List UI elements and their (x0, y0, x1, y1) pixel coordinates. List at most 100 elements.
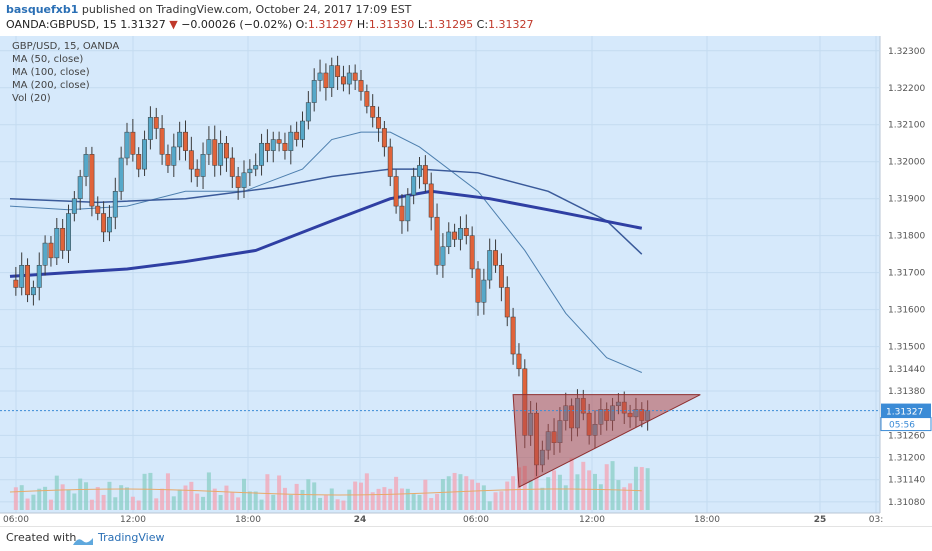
y-tick-label: 1.31440 (888, 365, 925, 375)
price-chart[interactable]: 1.32300 1.32200 1.32100 1.32000 1.31900 1.318… (0, 36, 932, 525)
candle-body (259, 142, 265, 166)
candle-body (165, 154, 171, 166)
volume-bar (288, 494, 293, 510)
price-change: −0.00026 (−0.02%) (181, 18, 293, 31)
indicator-legend: GBP/USD, 15, OANDA MA (50, close) MA (10… (12, 40, 119, 105)
legend-ma200[interactable]: MA (200, close) (12, 80, 90, 91)
volume-bar (107, 481, 112, 510)
candle-body (71, 198, 77, 214)
volume-bar (78, 478, 83, 510)
candle-body (118, 157, 124, 192)
y-tick-label: 1.32300 (888, 47, 925, 57)
y-tick-label: 1.31080 (888, 498, 925, 508)
volume-bar (136, 500, 141, 510)
volume-bar (101, 494, 106, 510)
y-tick-label: 1.31140 (888, 476, 925, 486)
candle-body (276, 139, 282, 144)
candle-body (294, 131, 300, 140)
volume-bar (25, 498, 30, 510)
candle-body (124, 131, 130, 159)
candle-body (112, 191, 118, 218)
volume-bar (48, 499, 53, 510)
legend-volume[interactable]: Vol (20) (12, 93, 51, 104)
legend-series[interactable]: GBP/USD, 15, OANDA (12, 41, 120, 52)
volume-bar (359, 482, 363, 510)
countdown-label: 05:56 (889, 421, 915, 431)
volume-bar (125, 487, 129, 510)
legend-ma100[interactable]: MA (100, close) (12, 67, 90, 78)
volume-bar (394, 476, 399, 510)
x-tick-label: 18:00 (694, 515, 720, 524)
volume-bar (271, 494, 276, 510)
candle-body (48, 242, 54, 259)
candle-body (282, 142, 288, 151)
tradingview-brand-link[interactable]: TradingView (98, 531, 165, 544)
y-tick-label: 1.31900 (888, 195, 925, 205)
volume-bar (247, 491, 252, 510)
volume-bar (598, 484, 603, 510)
legend-ma50[interactable]: MA (50, close) (12, 54, 84, 65)
high-label: H: (356, 18, 369, 31)
candle-body (475, 268, 481, 303)
candle-body (188, 150, 194, 170)
candle-body (136, 154, 142, 170)
candle-body (463, 228, 469, 236)
volume-bar (370, 492, 375, 510)
ma50-line (9, 131, 642, 373)
y-tick-label: 1.31380 (888, 387, 925, 397)
footer: Created with TradingView (0, 526, 932, 551)
candle-body (13, 279, 19, 288)
y-tick-label: 1.32200 (888, 84, 925, 94)
volume-bar (633, 466, 638, 510)
username-link[interactable]: basquefxb1 (6, 3, 79, 16)
candle-body (329, 65, 335, 89)
volume-bar (616, 480, 621, 510)
volume-bar (230, 492, 235, 510)
last-price: 1.31327 (120, 18, 166, 31)
volume-bar (259, 499, 264, 510)
publish-line: basquefxb1 published on TradingView.com,… (6, 3, 411, 16)
candle-body (440, 246, 446, 266)
candle-body (364, 91, 370, 107)
candle-body (305, 102, 311, 122)
candle-body (411, 176, 417, 196)
candle-body (19, 265, 25, 288)
candle-body (393, 176, 399, 207)
chart-area[interactable]: 1.32300 1.32200 1.32100 1.32000 1.31900 1.318… (0, 36, 932, 525)
tradingview-logo-icon[interactable] (72, 532, 94, 551)
y-tick-label: 1.31200 (888, 454, 925, 464)
volume-bar (13, 487, 18, 510)
candle-body (452, 231, 458, 240)
x-tick-label: 06:00 (463, 515, 489, 524)
candle-body (30, 287, 36, 296)
volume-bar (382, 487, 387, 510)
volume-bar (265, 474, 270, 510)
volume-bar (639, 467, 644, 510)
candle-body (358, 80, 364, 92)
volume-bar (446, 476, 451, 510)
candle-body (481, 279, 487, 303)
volume-bar (353, 481, 358, 510)
volume-bar (476, 482, 480, 510)
candle-body (264, 142, 270, 151)
x-tick-label: 03: (869, 515, 883, 524)
y-tick-label: 1.32000 (888, 158, 925, 168)
volume-bar (534, 459, 539, 510)
volume-bar (569, 458, 574, 510)
candle-body (241, 172, 247, 188)
candle-body (212, 139, 218, 166)
current-price-tag (881, 403, 931, 418)
volume-bar (581, 461, 586, 510)
candle-body (159, 128, 165, 155)
volume-bar (505, 481, 510, 510)
candle-body (235, 176, 241, 188)
volume-bar (493, 492, 498, 510)
x-tick-label: 06:00 (3, 515, 29, 524)
volume-bar (364, 473, 369, 510)
volume-bar (417, 494, 422, 510)
volume-bar (399, 488, 404, 510)
volume-bar (277, 475, 282, 510)
high-value: 1.31330 (368, 18, 415, 31)
candle-body (300, 120, 305, 140)
candle-body (270, 139, 276, 151)
